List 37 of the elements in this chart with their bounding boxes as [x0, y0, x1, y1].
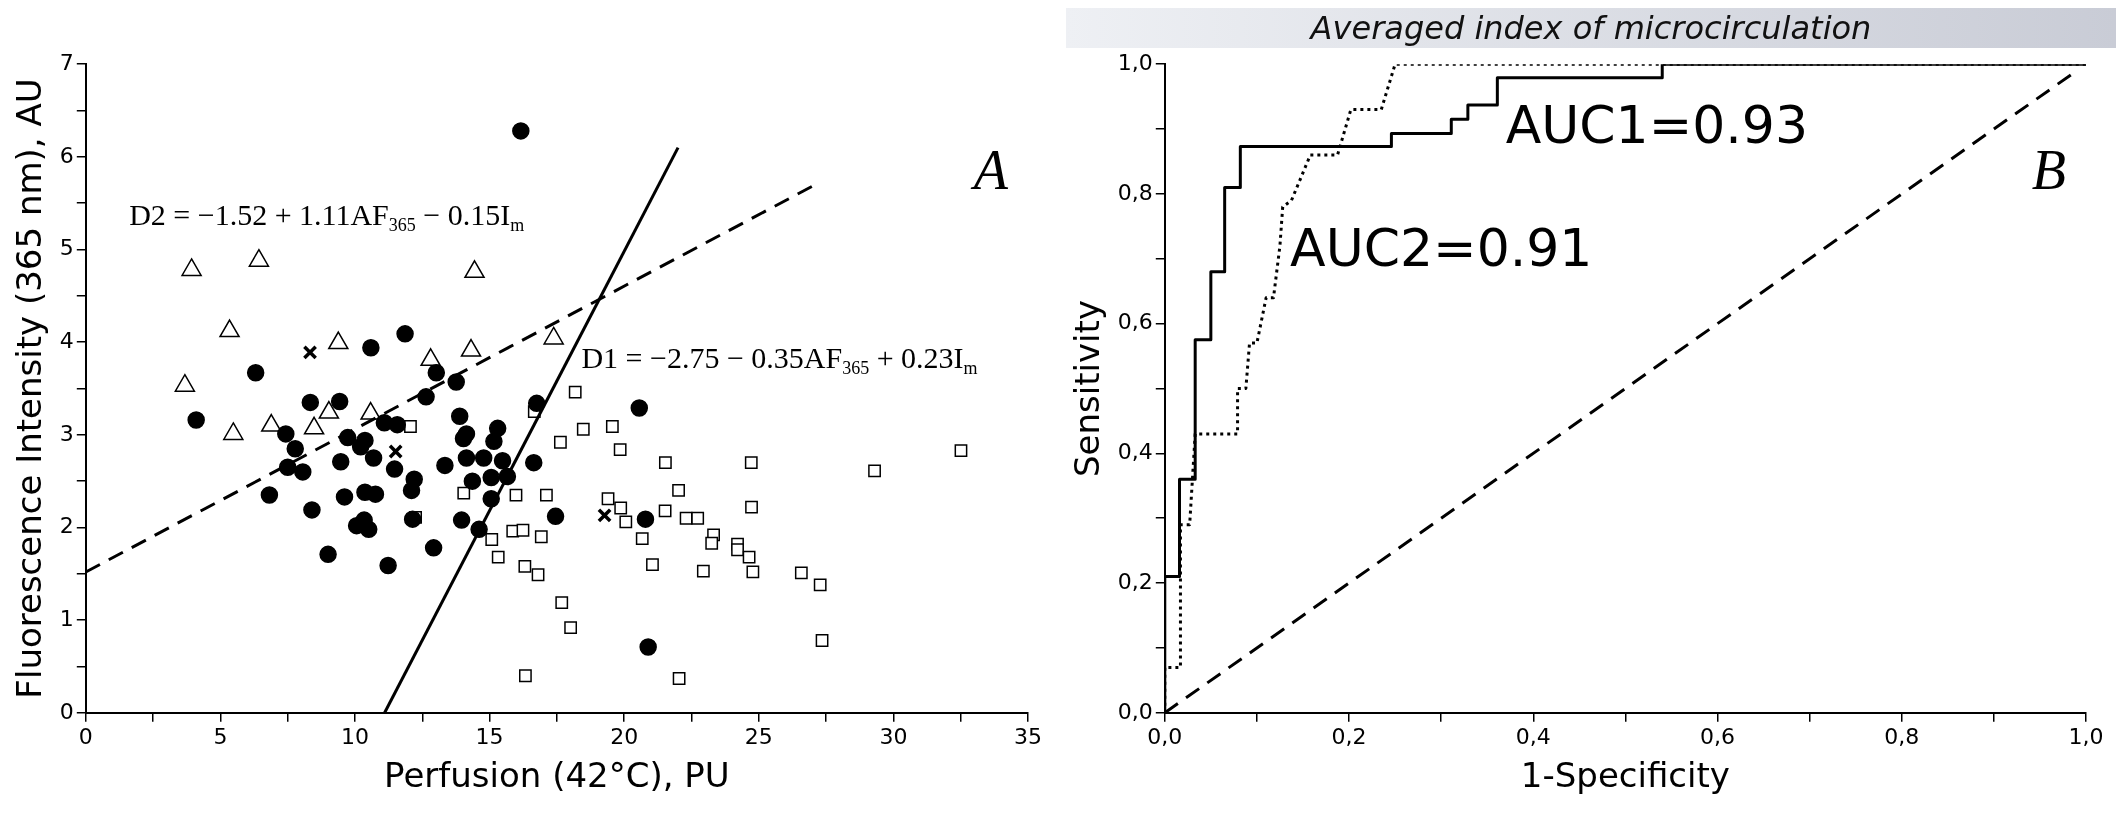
x-tick-label: 1,0	[2068, 723, 2104, 749]
chart-title: Averaged index of microcirculation	[1066, 8, 2116, 48]
x-tick-label: 0,2	[1331, 723, 1367, 749]
x-tick-label: 5	[213, 723, 228, 749]
x-tick-label: 15	[475, 723, 504, 749]
y-axis-title: Sensitivity	[1067, 299, 1108, 478]
y-tick-label: 0,4	[1117, 439, 1153, 465]
x-tick-label: 10	[341, 723, 369, 749]
y-tick-label: 7	[59, 49, 74, 75]
annotation: AUC2=0.91	[1290, 217, 1593, 278]
x-axis-title: Perfusion (42°C), PU	[384, 755, 730, 796]
x-tick-label: 25	[744, 723, 773, 749]
y-tick-label: 1,0	[1117, 49, 1153, 75]
x-axis-title: 1-Specificity	[1520, 755, 1730, 796]
x-tick-label: 35	[1014, 723, 1042, 749]
y-tick-label: 0,2	[1117, 568, 1153, 594]
y-tick-label: 0,0	[1117, 698, 1153, 724]
annotation: AUC1=0.93	[1505, 94, 1809, 155]
x-tick-label: 0,4	[1515, 723, 1551, 749]
x-tick-label: 0	[78, 723, 93, 749]
annotation: A	[969, 138, 1009, 201]
x-tick-label: 30	[879, 723, 908, 749]
x-tick-label: 0,6	[1700, 723, 1736, 749]
y-tick-label: 3	[59, 420, 74, 446]
y-tick-label: 4	[59, 327, 74, 353]
y-tick-label: 0,6	[1117, 309, 1153, 335]
y-tick-label: 0,8	[1117, 179, 1153, 205]
annotation: B	[2031, 138, 2067, 201]
y-tick-label: 1	[59, 605, 74, 631]
y-tick-label: 5	[59, 235, 74, 261]
y-axis-title: Fluorescence Intensity (365 nm), AU	[9, 78, 50, 699]
x-tick-label: 0,8	[1884, 723, 1920, 749]
y-tick-label: 2	[59, 513, 74, 539]
y-tick-label: 0	[59, 698, 74, 724]
x-tick-label: 20	[610, 723, 639, 749]
x-tick-label: 0,0	[1147, 723, 1183, 749]
y-tick-label: 6	[59, 142, 74, 168]
